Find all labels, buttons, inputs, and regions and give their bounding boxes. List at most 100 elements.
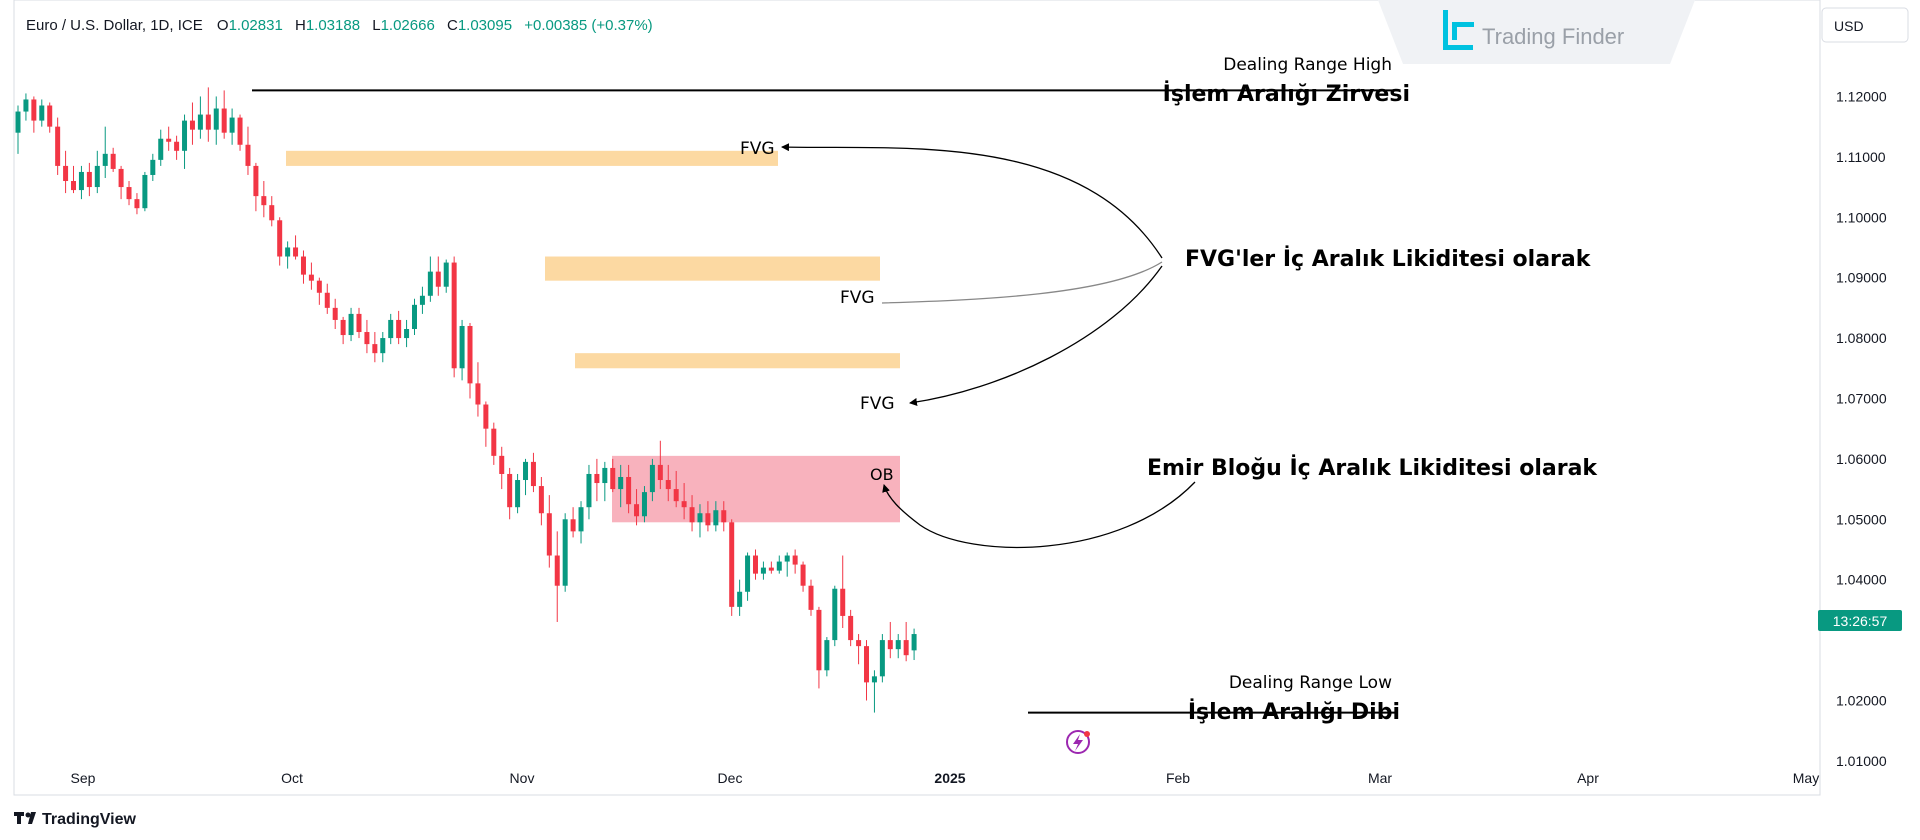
candle xyxy=(618,464,624,508)
candle xyxy=(412,298,417,336)
candle-body xyxy=(903,640,909,656)
candle-body xyxy=(673,489,679,502)
event-marker-icon[interactable] xyxy=(1066,730,1090,754)
candle-body xyxy=(491,428,497,456)
price-tick: 1.01000 xyxy=(1836,753,1887,769)
candle-body xyxy=(340,319,346,336)
price-tick: 1.06000 xyxy=(1836,451,1887,467)
candle-body xyxy=(784,555,790,562)
candle xyxy=(15,105,21,154)
candle-body xyxy=(864,646,870,683)
zones-layer xyxy=(286,150,900,523)
candle xyxy=(300,250,306,284)
low-value: 1.02666 xyxy=(381,17,435,34)
close-value: 1.03095 xyxy=(458,17,512,34)
candle-body xyxy=(245,144,251,166)
candle-body xyxy=(459,325,465,369)
footer-logo-text: TradingView xyxy=(42,811,137,828)
high-value: 1.03188 xyxy=(306,17,360,34)
candle xyxy=(570,507,576,538)
candle-body xyxy=(364,332,370,345)
candle xyxy=(784,552,790,577)
candle xyxy=(689,495,695,532)
candle xyxy=(285,241,291,269)
candle-body xyxy=(142,174,148,209)
candle xyxy=(602,461,608,502)
candle xyxy=(665,464,671,502)
candle xyxy=(63,150,69,194)
time-tick: Mar xyxy=(1368,770,1392,786)
candle xyxy=(189,102,195,145)
candle xyxy=(491,422,497,465)
candle xyxy=(316,277,322,305)
candle xyxy=(895,634,901,659)
chart-legend: Euro / U.S. Dollar, 1D, ICE O1.02831 H1.… xyxy=(26,17,653,34)
candle-body xyxy=(752,555,758,574)
candle-body xyxy=(649,464,655,493)
candle-body xyxy=(205,114,211,130)
candle xyxy=(840,555,846,629)
candle-body xyxy=(760,567,766,574)
candle xyxy=(634,489,640,526)
candle-body xyxy=(71,181,77,191)
candle xyxy=(816,606,822,689)
price-axis: 1.12000 1.11000 1.10000 1.09000 1.08000 1.070… xyxy=(1836,88,1887,768)
candle-body xyxy=(174,141,180,151)
candle-body xyxy=(348,313,354,336)
candle-body xyxy=(626,476,632,505)
candle-body xyxy=(586,473,592,508)
candle xyxy=(221,90,227,139)
candle xyxy=(792,549,798,574)
change-value: +0.00385 (+0.37%) xyxy=(524,17,652,34)
candle-body xyxy=(689,507,695,523)
candle-body xyxy=(197,114,203,130)
candle-body xyxy=(832,588,838,641)
candle-body xyxy=(499,455,505,474)
candle xyxy=(324,283,330,314)
price-tick: 1.09000 xyxy=(1836,270,1887,286)
candles-layer xyxy=(15,87,917,713)
candle xyxy=(332,298,338,330)
candle-body xyxy=(618,476,624,490)
candle xyxy=(681,483,687,520)
candle-body xyxy=(856,640,862,647)
candle xyxy=(705,501,711,532)
candle xyxy=(380,332,386,363)
candle-body xyxy=(419,295,425,305)
candle xyxy=(126,181,132,206)
candle-body xyxy=(451,262,457,369)
candle xyxy=(31,96,37,133)
time-tick: Apr xyxy=(1577,770,1599,786)
candle-body xyxy=(578,507,584,532)
candle-body xyxy=(840,588,846,616)
price-tick: 1.02000 xyxy=(1836,692,1887,708)
candle xyxy=(261,181,267,218)
range-low-label-en: Dealing Range Low xyxy=(1229,673,1392,693)
candle xyxy=(419,286,425,314)
candle-body xyxy=(800,564,806,586)
price-tick: 1.04000 xyxy=(1836,572,1887,588)
candle xyxy=(911,628,917,661)
candle xyxy=(166,126,172,151)
candle xyxy=(23,93,29,121)
arrow-to-fvg-1 xyxy=(781,143,1163,259)
candle xyxy=(887,621,893,659)
candle xyxy=(515,473,521,514)
candle xyxy=(372,332,378,363)
candle xyxy=(71,165,77,194)
candle-body xyxy=(641,492,647,517)
symbol-title: Euro / U.S. Dollar, 1D, ICE xyxy=(26,17,203,34)
candle-body xyxy=(530,461,536,487)
candle xyxy=(800,561,806,592)
candle-body xyxy=(166,138,172,142)
candle xyxy=(483,401,489,447)
candle-body xyxy=(562,519,568,586)
candle-body xyxy=(47,105,53,127)
candle-body xyxy=(871,676,877,683)
candle-body xyxy=(610,467,616,490)
candle xyxy=(903,621,909,662)
candle-body xyxy=(15,111,21,133)
candle-body xyxy=(546,513,552,556)
candle xyxy=(745,552,751,601)
currency-button[interactable] xyxy=(1821,7,1909,43)
